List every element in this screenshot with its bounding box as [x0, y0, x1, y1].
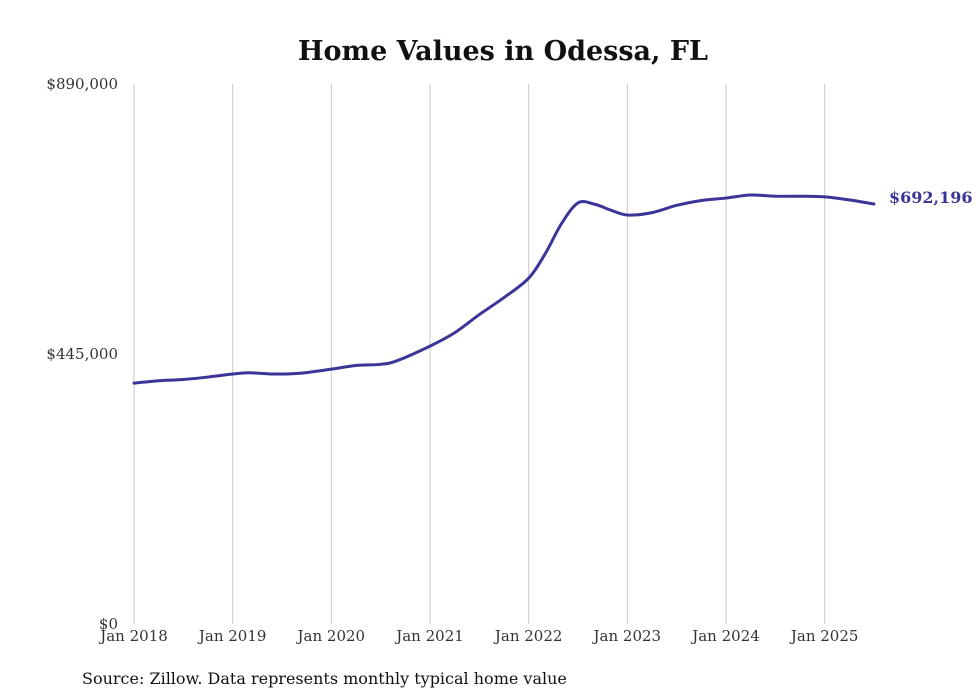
series-layer: $692,196 [132, 188, 973, 385]
source-note: Source: Zillow. Data represents monthly … [82, 669, 567, 688]
x-axis-ticks: Jan 2018 Jan 2019 Jan 2020 Jan 2021 Jan 2022… [98, 627, 858, 645]
y-tick-label: $445,000 [46, 345, 118, 363]
gridlines [133, 84, 826, 624]
y-tick-label: $890,000 [46, 75, 118, 93]
x-tick-label: Jan 2024 [690, 627, 760, 645]
x-tick-label: Jan 2023 [592, 627, 662, 645]
x-tick-label: Jan 2021 [394, 627, 464, 645]
y-axis-ticks: $0 $445,000 $890,000 [46, 75, 118, 633]
x-tick-label: Jan 2019 [197, 627, 267, 645]
x-tick-label: Jan 2025 [789, 627, 859, 645]
x-tick-label: Jan 2022 [493, 627, 563, 645]
x-tick-label: Jan 2018 [98, 627, 168, 645]
x-tick-label: Jan 2020 [296, 627, 366, 645]
y-tick-label: $0 [99, 615, 118, 633]
series-line-0 [132, 193, 876, 385]
end-value-label: $692,196 [889, 188, 973, 207]
chart-title: Home Values in Odessa, FL [298, 36, 708, 67]
